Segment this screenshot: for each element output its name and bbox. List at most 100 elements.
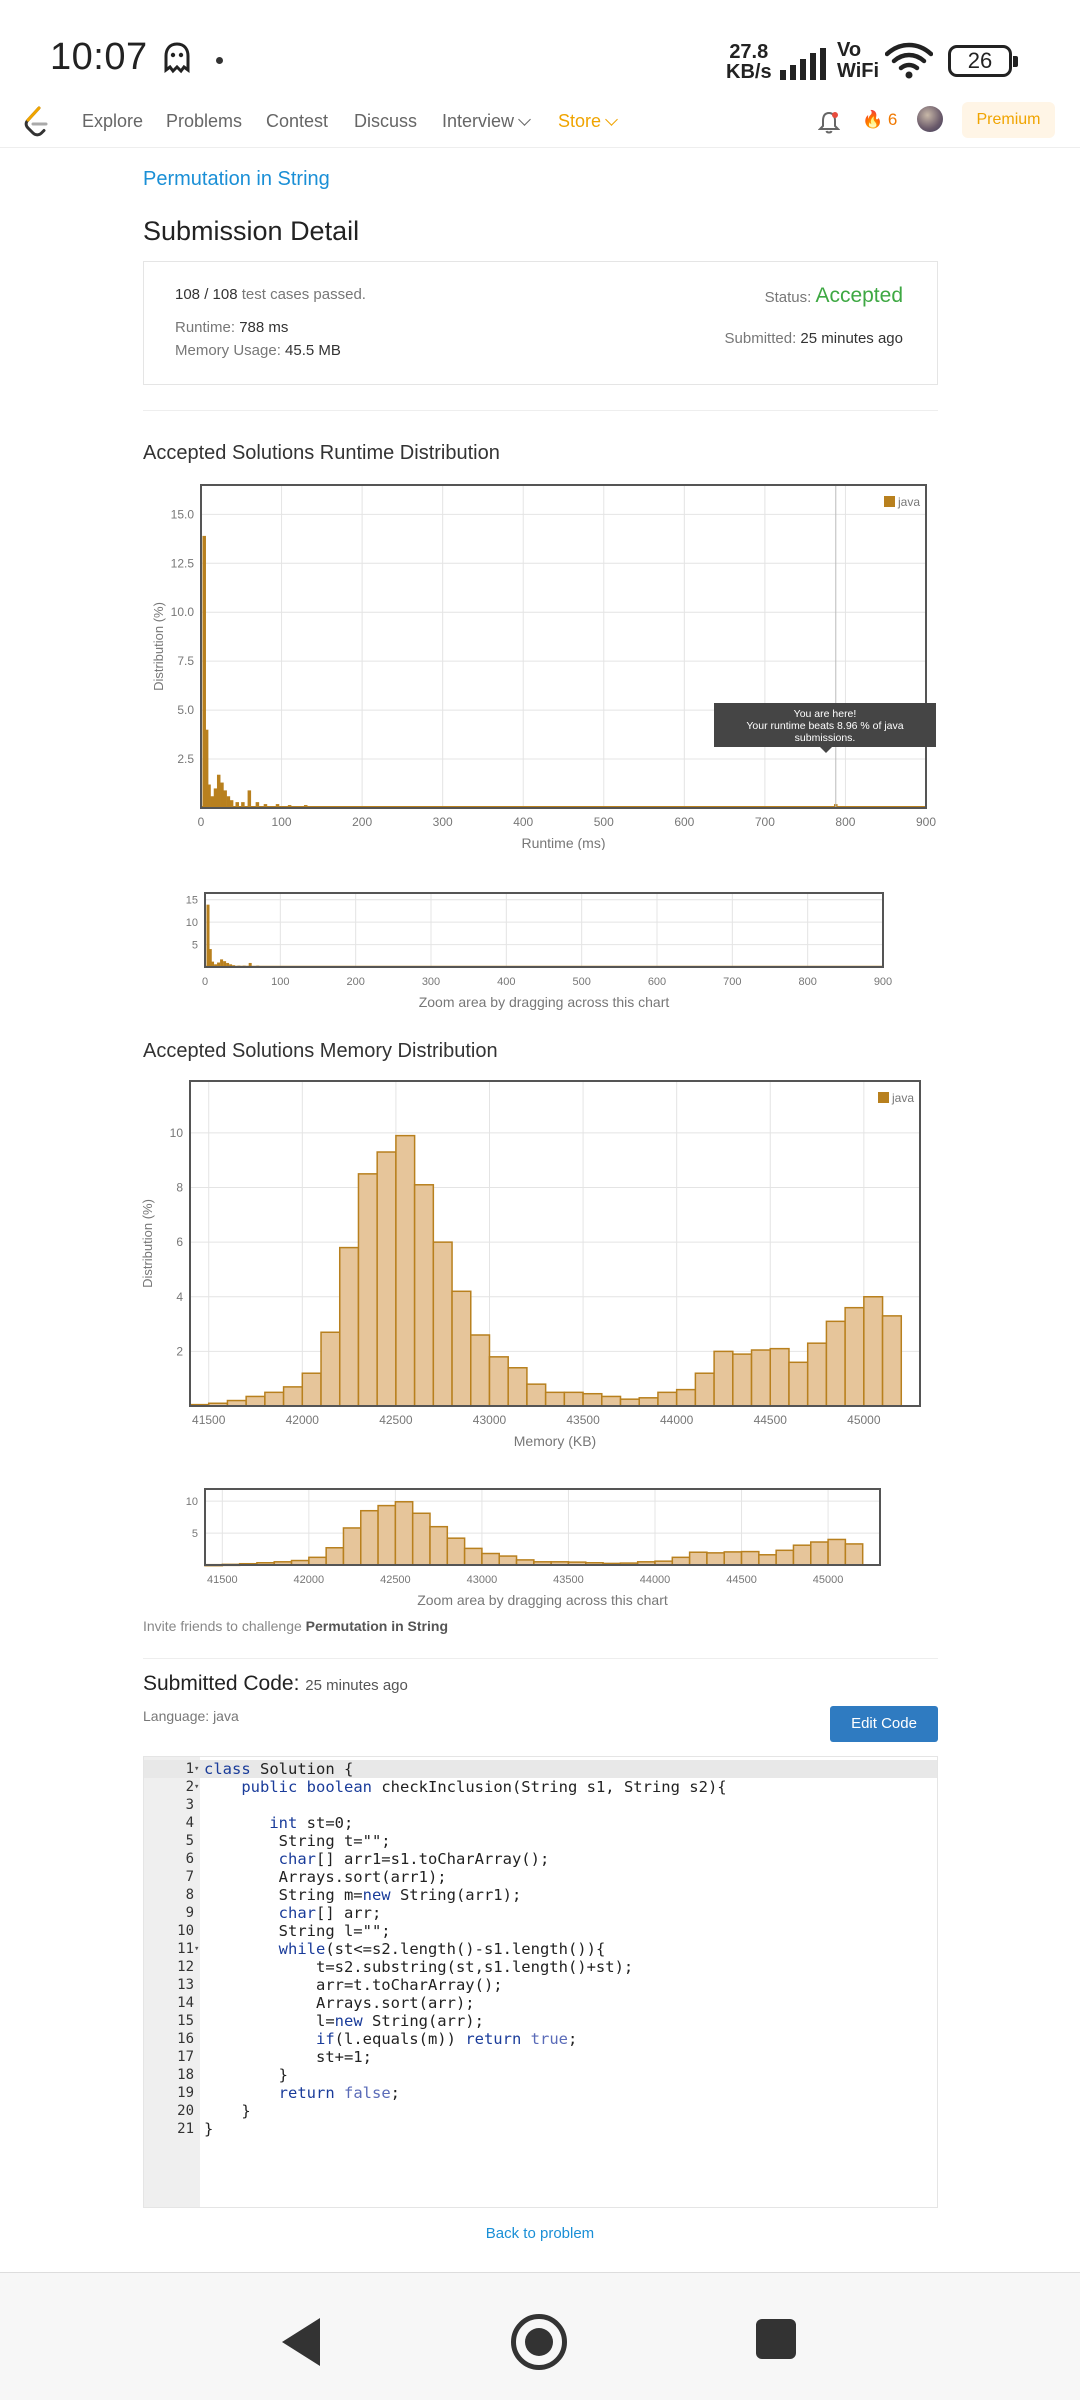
- x-tick-label: 41500: [192, 1413, 226, 1427]
- x-tick-label: 900: [916, 815, 936, 829]
- bell-icon[interactable]: [818, 110, 840, 134]
- net-speed: 27.8 KB/s: [726, 42, 772, 82]
- vo-text: Vo: [837, 39, 862, 61]
- code-text: arr=t.toCharArray();: [204, 1976, 503, 1994]
- x-tick-label: 800: [835, 815, 855, 829]
- home-icon[interactable]: [511, 2314, 567, 2370]
- code-token: true: [530, 2030, 568, 2048]
- nav-contest[interactable]: Contest: [266, 111, 329, 131]
- runtime-bar: [214, 964, 218, 967]
- nav-store[interactable]: Store: [558, 111, 618, 132]
- legend-label: java: [897, 495, 920, 509]
- memory-bar: [325, 1547, 345, 1566]
- legend-swatch: [884, 496, 895, 507]
- line-number: 3: [185, 1797, 194, 1813]
- code-line: 11 ▾ while(st<=s2.length()-s1.length()){: [144, 1940, 937, 1958]
- runtime-bar: [226, 796, 231, 808]
- line-number: 18: [177, 2067, 194, 2083]
- x-tick-label: 100: [272, 815, 292, 829]
- memory-bar: [342, 1527, 362, 1566]
- runtime-distribution-chart[interactable]: 0 100 200 300 400 500 600 700 800 900 2.5 5.0 7.5 10.…: [0, 470, 1080, 850]
- legend-label: java: [891, 1091, 914, 1105]
- x-tick-label: 41500: [207, 1574, 238, 1586]
- runtime-bar: [248, 962, 252, 967]
- edit-code-button[interactable]: Edit Code: [830, 1706, 938, 1742]
- memory-bar: [671, 1556, 691, 1566]
- memory-bar: [395, 1134, 416, 1407]
- x-tick-label: 600: [674, 815, 694, 829]
- x-tick-label: 43000: [467, 1574, 498, 1586]
- runtime-label: Runtime:: [175, 319, 236, 336]
- code-token: public: [241, 1778, 298, 1796]
- premium-button[interactable]: Premium: [962, 102, 1055, 138]
- memory-bar: [750, 1349, 772, 1407]
- nav-explore[interactable]: Explore: [82, 111, 144, 131]
- status-badge: Accepted: [815, 284, 903, 307]
- memory-bar: [308, 1556, 327, 1566]
- nav-problems[interactable]: Problems: [166, 111, 243, 131]
- memory-bar: [413, 1184, 435, 1407]
- back-to-problem-link[interactable]: Back to problem: [485, 2225, 595, 2242]
- code-text: char[] arr1=s1.toCharArray();: [278, 1850, 550, 1868]
- code-token: while: [278, 1940, 326, 1958]
- runtime-bar: [216, 774, 221, 808]
- runtime-tooltip: You are here! Your runtime beats 8.96 % …: [714, 703, 936, 753]
- legend-swatch: [878, 1092, 889, 1103]
- y-tick-label: 7.5: [177, 654, 194, 668]
- y-tick-label: 10: [186, 917, 198, 929]
- fold-arrow-icon[interactable]: ▾: [194, 1944, 200, 1954]
- memory-bar: [360, 1509, 379, 1566]
- avatar[interactable]: [917, 106, 943, 132]
- line-number: 11: [177, 1941, 194, 1957]
- back-icon[interactable]: [282, 2318, 320, 2366]
- code-token: int: [269, 1814, 298, 1832]
- memory-distribution-chart[interactable]: 41500 42000 42500 43000 43500 44000 44500 45000…: [0, 1070, 1080, 1470]
- runtime-zoom-chart[interactable]: 0 100 200 300 400 500 600 700 800 900 5 10 15 Zoom ar…: [0, 880, 1080, 1012]
- net-speed-unit: KB/s: [726, 61, 772, 83]
- fold-arrow-icon[interactable]: ▾: [194, 1782, 200, 1792]
- memory-bar: [446, 1537, 466, 1566]
- top-nav: Explore Problems Contest Discuss Intervi…: [0, 100, 1080, 148]
- streak-counter[interactable]: 🔥 6: [862, 110, 897, 130]
- runtime-bar: [255, 802, 260, 808]
- code-line: 7 Arrays.sort(arr1);: [144, 1868, 937, 1886]
- line-number: 1: [185, 1761, 194, 1777]
- memory-bar: [526, 1383, 547, 1407]
- runtime-value: 788 ms: [239, 319, 289, 336]
- line-number: 4: [185, 1815, 194, 1831]
- leetcode-logo-icon[interactable]: [22, 104, 52, 140]
- x-tick-label: 700: [723, 976, 741, 988]
- memory-zoom-chart[interactable]: 41500 42000 42500 43000 43500 44000 44500 45000…: [0, 1478, 1080, 1610]
- nav-interview[interactable]: Interview: [442, 111, 531, 132]
- streak-count: 6: [887, 110, 898, 129]
- tooltip-line1: You are here!: [793, 708, 857, 720]
- problem-link[interactable]: Permutation in String: [143, 168, 330, 190]
- runtime-bar: [220, 782, 224, 808]
- nav-discuss[interactable]: Discuss: [354, 111, 418, 131]
- runtime-bar: [223, 790, 227, 808]
- fold-arrow-icon[interactable]: ▾: [194, 1764, 200, 1774]
- memory-bar: [429, 1525, 449, 1566]
- memory-bar: [694, 1372, 715, 1407]
- line-number: 5: [185, 1833, 194, 1849]
- runtime-info: Runtime: 788 ms: [175, 319, 288, 336]
- code-line: 20 }: [144, 2102, 937, 2120]
- plot-frame: [204, 892, 884, 968]
- code-token: false: [344, 2084, 391, 2102]
- x-tick-label: 45000: [813, 1574, 844, 1586]
- line-number: 16: [177, 2031, 194, 2047]
- line-number: 15: [177, 2013, 194, 2029]
- y-tick-label: 15: [186, 895, 198, 907]
- memory-bar: [769, 1347, 790, 1407]
- submission-detail-box: 108 / 108 test cases passed. Runtime: 78…: [143, 261, 938, 385]
- line-number: 9: [185, 1905, 194, 1921]
- memory-bar: [844, 1543, 864, 1566]
- code-line: 8 String m=new String(arr1);: [144, 1886, 937, 1904]
- recents-icon[interactable]: [756, 2319, 796, 2359]
- runtime-bar: [202, 535, 206, 808]
- x-axis-label: Memory (KB): [514, 1433, 596, 1449]
- code-editor[interactable]: 1 ▾ class Solution {2 ▾ public boolean chec…: [143, 1756, 938, 2208]
- status-bar: 10:07 27.8 KB/s Vo WiFi 26: [0, 0, 1080, 100]
- code-line: 13 arr=t.toCharArray();: [144, 1976, 937, 1994]
- y-tick-label: 10.0: [171, 605, 195, 619]
